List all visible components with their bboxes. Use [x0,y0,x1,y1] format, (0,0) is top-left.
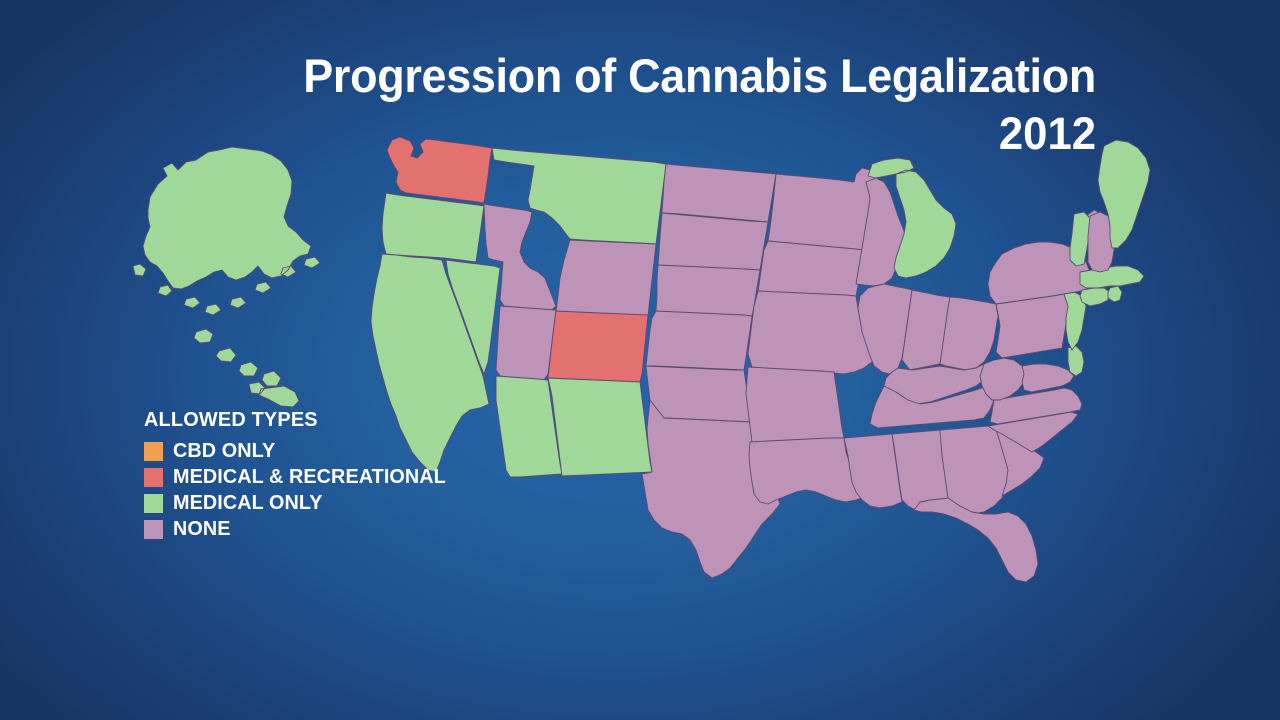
legend-rows: CBD ONLY MEDICAL & RECREATIONAL MEDICAL ON… [144,438,456,542]
legend-title: ALLOWED TYPES [144,408,318,431]
legend-item-none: NONE [144,516,456,542]
state-ri [1108,286,1122,302]
state-md [1022,364,1074,392]
state-wi [856,178,906,286]
legend-item-medical_only: MEDICAL ONLY [144,490,456,516]
legend-label-medical_only: MEDICAL ONLY [173,491,323,514]
state-co [548,311,648,382]
state-ct [1080,288,1110,306]
state-ia [758,241,864,296]
state-wa [387,137,492,203]
state-ok [646,366,752,422]
state-tn [870,386,996,428]
legend-label-medical_rec: MEDICAL & RECREATIONAL [173,465,446,488]
state-wy [556,240,656,316]
legend-swatch-medical_only [144,493,163,513]
state-fl [914,498,1038,582]
state-ca [371,254,489,472]
state-mn [768,168,876,250]
states-layer [133,137,1150,582]
legend-item-medical_rec: MEDICAL & RECREATIONAL [144,464,456,490]
state-sd [658,213,768,270]
state-ar [746,367,844,442]
state-ks [646,311,752,370]
state-mt [492,148,666,244]
state-nd [662,164,776,222]
state-ma [1080,266,1144,288]
state-mi [868,158,956,278]
state-ut [496,306,556,380]
state-or [382,193,484,262]
legend-label-none: NONE [173,517,231,540]
state-ne [656,265,760,316]
state-id [484,204,556,310]
state-ak [133,147,320,315]
state-me [1098,140,1150,248]
state-ms [844,434,902,508]
state-nv [446,260,500,374]
legend-label-cbd: CBD ONLY [173,439,276,462]
state-mo [748,291,876,374]
state-de [1068,346,1084,376]
legend-item-cbd: CBD ONLY [144,438,456,464]
state-la [749,438,872,504]
state-oh [940,297,998,370]
state-wv [980,358,1026,400]
legend-swatch-none [144,519,163,539]
legend-swatch-cbd [144,441,163,461]
state-vt [1070,212,1090,266]
state-pa [996,294,1070,358]
legend: ALLOWED TYPES CBD ONLY MEDICAL & RECREATI… [144,408,456,542]
state-nm [548,378,652,476]
state-va [990,388,1082,424]
legend-swatch-medical_rec [144,467,163,487]
state-hi [194,329,299,407]
